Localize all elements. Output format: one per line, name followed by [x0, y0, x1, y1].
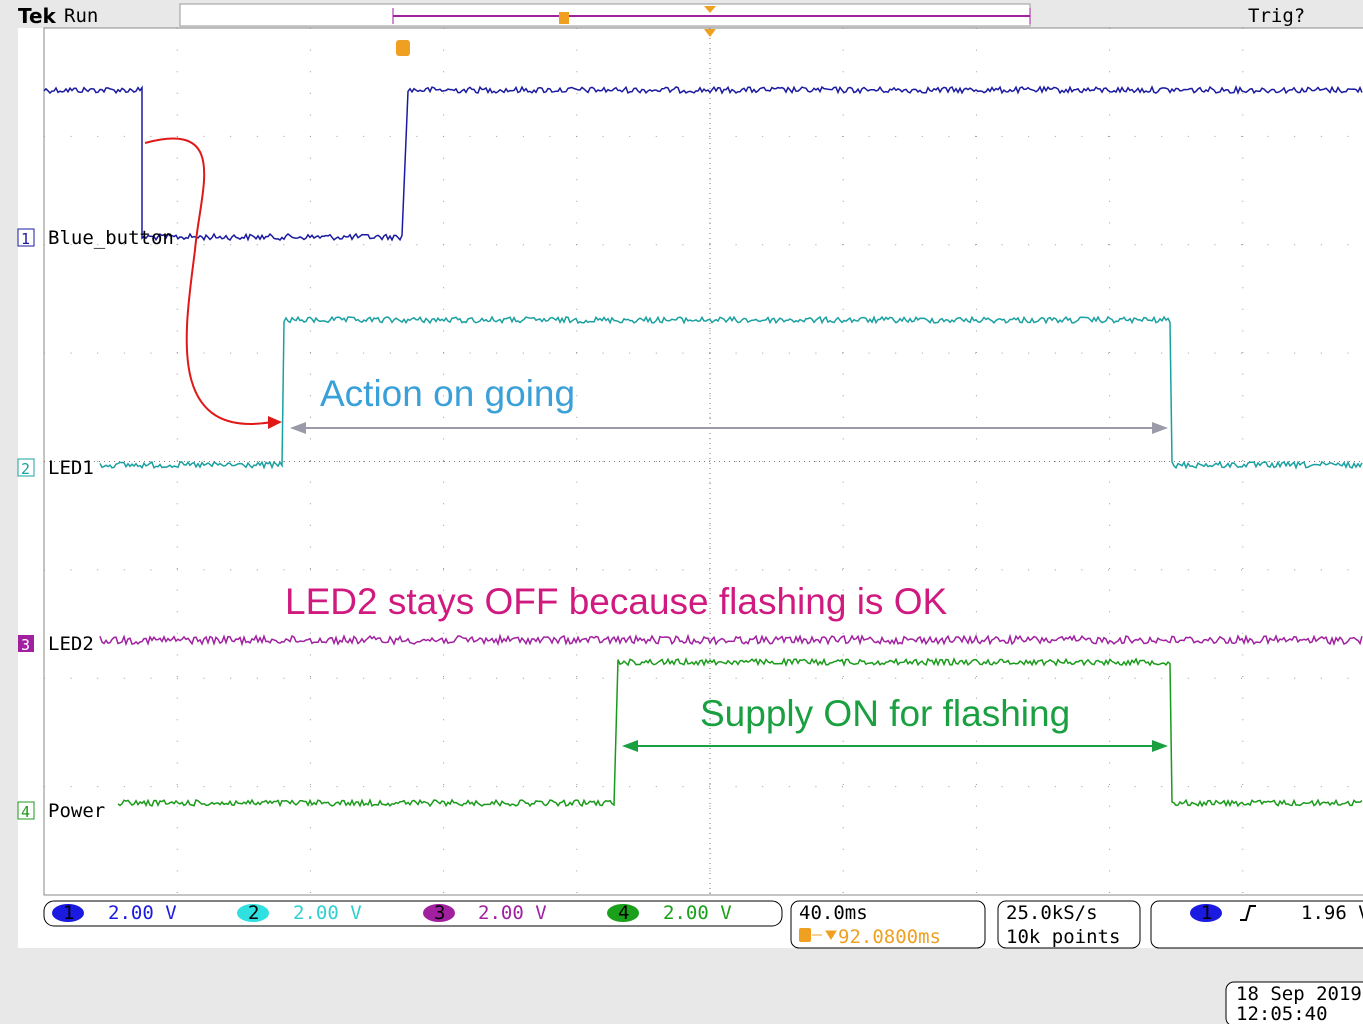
channel-label: LED1 — [48, 457, 94, 479]
ch2-badge-text: 2 — [248, 902, 259, 924]
ch2-marker — [17, 458, 35, 477]
ch1-badge-text: 1 — [63, 902, 74, 924]
ch3-badge — [423, 904, 455, 922]
annotation: LED2 stays OFF because flashing is OK — [285, 581, 947, 622]
trigger-source-badge — [1190, 904, 1222, 922]
trigger-icon — [799, 928, 811, 942]
trigger-position-icon — [396, 40, 410, 56]
trigger-marker — [559, 12, 569, 24]
time: 12:05:40 — [1236, 1003, 1328, 1024]
ch4-badge-text: 4 — [618, 902, 629, 924]
ch2-marker-text: 2 — [21, 460, 30, 478]
annotation: Supply ON for flashing — [700, 693, 1070, 734]
record-length: 10k points — [1006, 926, 1120, 948]
ch4-scale: 2.00 V — [663, 902, 732, 924]
rising-edge-icon — [1240, 905, 1256, 921]
channel-markers: 1 2 3 4 — [17, 228, 35, 821]
waveform — [117, 656, 1363, 808]
vertical-readout — [43, 900, 783, 927]
ch1-scale: 2.00 V — [108, 902, 177, 924]
center-marker — [704, 6, 716, 13]
ch3-marker — [18, 635, 34, 652]
timestamp-box — [1225, 981, 1363, 1024]
ch4-marker — [17, 801, 35, 820]
sample-rate: 25.0kS/s — [1006, 902, 1098, 924]
red-arrow — [144, 137, 273, 425]
ch3-scale: 2.00 V — [478, 902, 547, 924]
time-scale: 40.0ms — [799, 902, 868, 924]
waveform — [99, 633, 1363, 647]
acquisition-readout — [997, 900, 1141, 949]
trigger-arrow-icon — [812, 930, 837, 940]
annotation: Action on going — [320, 373, 575, 414]
waveform — [43, 84, 1363, 242]
ch3-badge-text: 3 — [434, 902, 445, 924]
red-arrowhead — [268, 416, 282, 429]
traces — [43, 84, 1363, 808]
trigger-level: 1.96 V — [1301, 902, 1363, 924]
left-margin — [0, 0, 18, 1024]
ch1-badge — [52, 904, 84, 922]
waveform — [99, 315, 1363, 470]
run-status: Run — [64, 5, 98, 27]
ch3-marker-text: 3 — [21, 636, 30, 654]
ch1-marker — [17, 228, 35, 247]
trigger-source: 1 — [1201, 902, 1212, 924]
ch2-scale: 2.00 V — [293, 902, 362, 924]
ch4-badge — [607, 904, 639, 922]
center-marker — [704, 29, 716, 37]
channel-label: Power — [48, 800, 105, 822]
ch2-badge — [237, 904, 269, 922]
trigger-position: 92.0800ms — [838, 926, 941, 948]
ch4-marker-text: 4 — [21, 803, 30, 821]
ch1-marker-text: 1 — [21, 230, 30, 248]
bottom-margin — [0, 948, 1363, 1024]
brand: Tek — [18, 4, 57, 28]
horizontal-readout — [790, 900, 986, 949]
channel-label: LED2 — [48, 633, 94, 655]
trigger-status: Trig? — [1248, 5, 1305, 27]
channel-label: Blue_button — [48, 227, 174, 249]
graticule — [43, 27, 1363, 896]
date: 18 Sep 2019 — [1236, 983, 1362, 1005]
